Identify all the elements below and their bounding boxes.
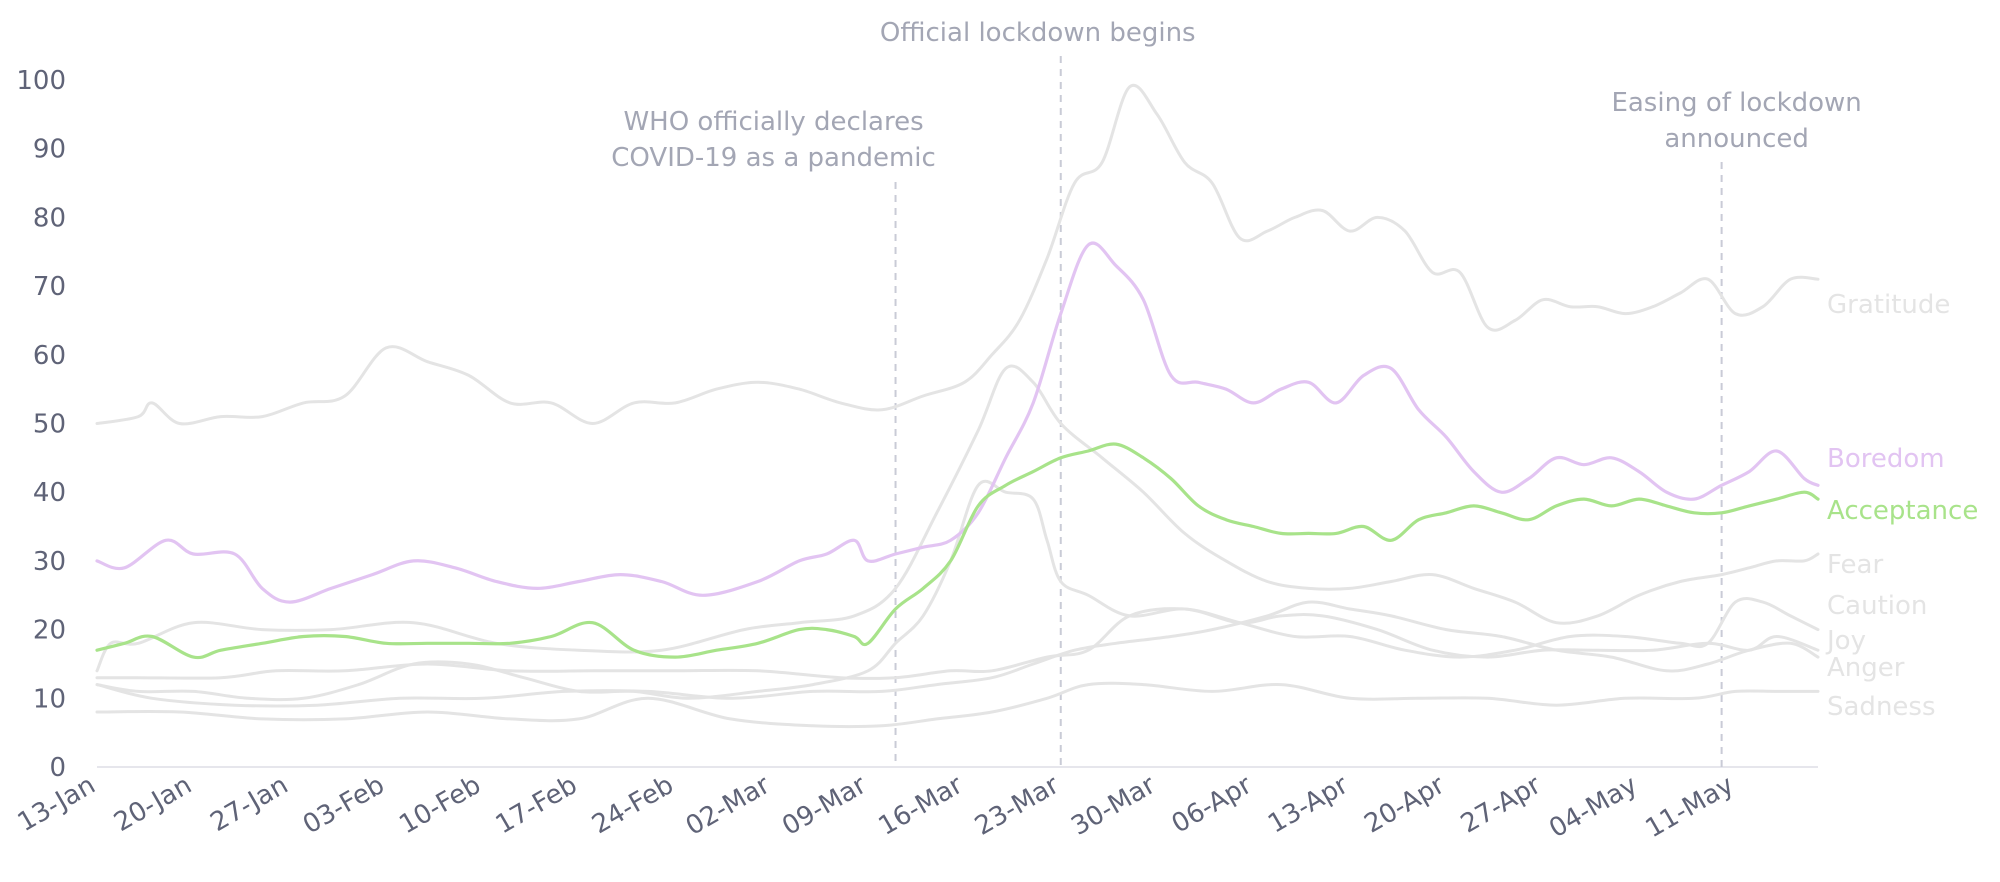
x-tick-label: 03-Feb (298, 770, 390, 840)
x-tick-label: 17-Feb (491, 770, 583, 840)
x-tick-label: 06-Apr (1167, 770, 1258, 840)
y-tick-label: 90 (33, 135, 66, 165)
series-line-caution (95, 479, 1820, 702)
series-label-sadness: Sadness (1827, 692, 1936, 722)
x-tick-label: 27-Jan (206, 770, 294, 838)
x-tick-label: 27-Apr (1456, 770, 1547, 840)
series-line-joy (95, 607, 1820, 681)
x-axis-tick-labels: 13-Jan 20-Jan 27-Jan 03-Feb 10-Feb 17-Feb 24-F… (13, 770, 1739, 844)
series-line-sadness (95, 681, 1820, 729)
series-label-fear: Fear (1827, 550, 1883, 580)
series-line-boredom (95, 241, 1820, 604)
y-tick-label: 0 (49, 753, 66, 783)
x-tick-label: 24-Feb (587, 770, 679, 840)
y-tick-label: 20 (33, 616, 66, 646)
y-tick-label: 80 (33, 203, 66, 233)
series-label-gratitude: Gratitude (1827, 290, 1950, 320)
x-tick-label: 13-Apr (1263, 770, 1354, 840)
series-label-acceptance: Acceptance (1827, 496, 1978, 526)
y-tick-label: 30 (33, 547, 66, 577)
series-label-caution: Caution (1827, 591, 1927, 621)
y-tick-label: 50 (33, 410, 66, 440)
x-tick-label: 23-Mar (970, 770, 1065, 842)
series-line-gratitude (95, 83, 1820, 426)
x-tick-label: 16-Mar (874, 770, 969, 842)
annotation-text: WHO officially declares (623, 107, 923, 137)
x-tick-label: 09-Mar (777, 770, 872, 842)
x-tick-label: 30-Mar (1066, 770, 1161, 842)
series-labels: Gratitude Boredom Acceptance Fear Caution Joy… (1825, 290, 1978, 722)
series-line-fear (95, 364, 1820, 673)
x-tick-label: 04-May (1544, 770, 1642, 844)
annotation-text: announced (1664, 124, 1809, 154)
series-line-acceptance (95, 442, 1820, 660)
y-tick-label: 40 (33, 478, 66, 508)
x-tick-label: 02-Mar (681, 770, 776, 842)
annotation-text: Easing of lockdown (1611, 88, 1861, 118)
y-axis-tick-labels: 0 10 20 30 40 50 60 70 80 90 100 (16, 66, 66, 783)
y-tick-label: 70 (33, 272, 66, 302)
x-tick-label: 20-Jan (109, 770, 197, 838)
y-tick-label: 10 (33, 684, 66, 714)
series-lines (95, 83, 1820, 729)
y-tick-label: 60 (33, 341, 66, 371)
x-tick-label: 20-Apr (1360, 770, 1451, 840)
series-label-joy: Joy (1825, 626, 1866, 656)
series-label-anger: Anger (1827, 653, 1905, 683)
series-label-boredom: Boredom (1827, 444, 1945, 474)
x-tick-label: 10-Feb (394, 770, 486, 840)
annotation-text: Official lockdown begins (880, 18, 1196, 48)
x-tick-label: 11-May (1641, 770, 1739, 844)
series-line-anger (95, 600, 1820, 708)
y-tick-label: 100 (16, 66, 66, 96)
annotation-text: COVID-19 as a pandemic (611, 143, 936, 173)
event-annotations: WHO officially declares COVID-19 as a pan… (611, 18, 1862, 767)
